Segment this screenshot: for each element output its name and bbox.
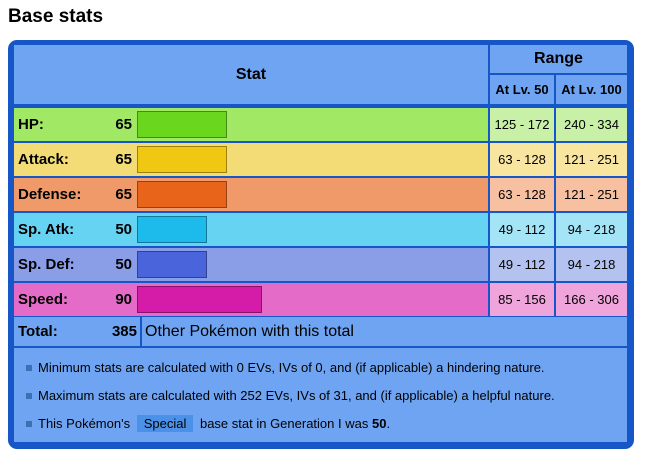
range-lv50: 85 - 156 (490, 283, 554, 316)
stat-bar (137, 111, 227, 138)
page-heading: Base stats (8, 6, 104, 27)
stat-row: Sp. Def: 50 (14, 248, 488, 281)
total-label: Total: (18, 323, 58, 340)
lv50-column-header: At Lv. 50 (490, 75, 554, 104)
stat-label: Defense: (18, 186, 82, 203)
range-lv50: 49 - 112 (490, 248, 554, 281)
range-lv100: 240 - 334 (556, 108, 627, 141)
stat-bar-track (137, 216, 484, 243)
range-lv50: 63 - 128 (490, 178, 554, 211)
stat-row: HP: 65 (14, 108, 488, 141)
range-lv100: 94 - 218 (556, 248, 627, 281)
note-minimum-text: Minimum stats are calculated with 0 EVs,… (38, 360, 545, 375)
stat-bar (137, 286, 262, 313)
note-special-suffix: . (386, 416, 391, 431)
range-lv100: 121 - 251 (556, 178, 627, 211)
range-lv50: 125 - 172 (490, 108, 554, 141)
stat-value: 65 (115, 151, 132, 168)
range-lv100: 166 - 306 (556, 283, 627, 316)
note-special-prefix: This Pokémon's (38, 416, 131, 431)
stat-bar-track (137, 251, 484, 278)
range-lv50: 49 - 112 (490, 213, 554, 246)
stat-row: Attack: 65 (14, 143, 488, 176)
stat-value: 50 (115, 256, 132, 273)
stat-label: Sp. Atk: (18, 221, 75, 238)
range-lv100: 94 - 218 (556, 213, 627, 246)
stat-value: 65 (115, 186, 132, 203)
stat-value: 90 (115, 291, 132, 308)
total-row: Total: 385 Other Pokémon with this total (14, 317, 627, 346)
stat-bar-track (137, 286, 484, 313)
bullet-icon (26, 392, 32, 399)
special-stat-value: 50 (371, 416, 387, 431)
stat-bar-track (137, 146, 484, 173)
stat-label: Attack: (18, 151, 69, 168)
stat-bar (137, 146, 227, 173)
range-lv100: 121 - 251 (556, 143, 627, 176)
stat-label: Speed: (18, 291, 69, 308)
stat-row: Speed: 90 (14, 283, 488, 316)
lv100-column-header: At Lv. 100 (556, 75, 627, 104)
bullet-icon (26, 364, 32, 371)
stat-bar (137, 181, 227, 208)
stat-value: 50 (115, 221, 132, 238)
range-column-header: Range (490, 45, 627, 73)
note-maximum-text: Maximum stats are calculated with 252 EV… (38, 388, 555, 403)
stat-bar-track (137, 181, 484, 208)
stat-bar (137, 251, 207, 278)
stat-value: 65 (115, 116, 132, 133)
total-value: 385 (111, 323, 137, 340)
stat-label: HP: (18, 116, 44, 133)
stat-bar (137, 216, 207, 243)
base-stats-table: Stat Range At Lv. 50 At Lv. 100 HP: 65 125… (8, 40, 634, 449)
special-stat-link[interactable]: Special (136, 415, 194, 432)
bullet-icon (26, 420, 32, 427)
stat-row: Defense: 65 (14, 178, 488, 211)
total-divider (140, 317, 142, 346)
stat-column-header: Stat (14, 45, 488, 104)
other-pokemon-link[interactable]: Other Pokémon with this total (145, 323, 354, 340)
stat-label: Sp. Def: (18, 256, 75, 273)
notes-section: Minimum stats are calculated with 0 EVs,… (14, 348, 627, 442)
stat-bar-track (137, 111, 484, 138)
note-minimum: Minimum stats are calculated with 0 EVs,… (26, 359, 545, 377)
note-special-middle: base stat in Generation I was (199, 416, 369, 431)
range-lv50: 63 - 128 (490, 143, 554, 176)
stat-row: Sp. Atk: 50 (14, 213, 488, 246)
note-special: This Pokémon's Special base stat in Gene… (26, 415, 390, 433)
note-maximum: Maximum stats are calculated with 252 EV… (26, 387, 555, 405)
